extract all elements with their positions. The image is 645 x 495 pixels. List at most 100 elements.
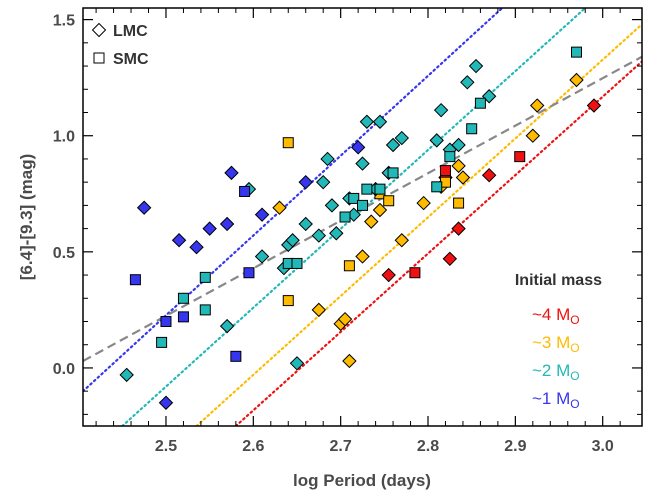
point-square-4: [439, 165, 451, 177]
point-square-2: [199, 304, 211, 316]
point-square-3: [453, 197, 465, 209]
point-square-2: [199, 271, 211, 283]
mass-legend: Initial mass ~4 MO ~3 MO ~2 MO ~1 MO: [515, 272, 602, 411]
x-tick-label: 2.7: [330, 438, 352, 455]
point-diamond-3: [272, 200, 287, 215]
point-diamond-1: [219, 216, 235, 232]
point-square-1: [243, 267, 255, 279]
mass-legend-title: Initial mass: [515, 272, 602, 289]
point-diamond-2: [320, 151, 335, 167]
point-square-2: [291, 257, 303, 269]
legend-square-icon: [93, 52, 105, 64]
x-tick-label: 3.0: [592, 438, 614, 455]
point-square-3: [282, 295, 294, 307]
point-diamond-3: [342, 353, 357, 369]
y-tick-label: 1.5: [53, 13, 75, 30]
point-diamond-4: [481, 167, 497, 183]
point-square-4: [514, 151, 526, 163]
point-square-2: [431, 181, 443, 193]
point-diamond-2: [311, 228, 327, 243]
point-diamond-1: [171, 233, 187, 248]
fit-line-3: [195, 23, 642, 426]
point-square-3: [343, 260, 355, 272]
point-square-1: [177, 311, 189, 323]
point-diamond-2: [429, 133, 444, 148]
fit-line-all: [83, 55, 642, 362]
legend-label-smc: SMC: [113, 51, 149, 68]
point-diamond-4: [381, 267, 396, 283]
point-square-3: [282, 137, 294, 149]
point-diamond-3: [529, 98, 545, 113]
point-diamond-1: [189, 239, 204, 255]
point-diamond-2: [433, 102, 449, 118]
x-tick-label: 2.6: [242, 438, 264, 455]
x-tick-label: 2.8: [417, 438, 439, 455]
point-diamond-2: [451, 137, 466, 153]
mass-legend-item-2: ~2 MO: [532, 361, 580, 383]
point-diamond-1: [136, 200, 152, 215]
mass-legend-item-4: ~4 MO: [532, 305, 580, 327]
point-diamond-4: [586, 98, 602, 113]
point-diamond-1: [254, 207, 270, 222]
y-axis-title: [6.4]-[9.3] (mag): [17, 154, 36, 281]
point-square-4: [409, 267, 421, 279]
point-diamond-2: [315, 174, 331, 190]
point-square-1: [160, 316, 172, 327]
point-diamond-3: [337, 311, 353, 327]
point-diamond-2: [298, 216, 313, 232]
point-square-2: [374, 183, 386, 195]
point-square-2: [361, 183, 373, 195]
point-diamond-3: [569, 72, 584, 88]
plot-frame: [82, 7, 643, 427]
fit-line-4: [234, 60, 642, 426]
point-diamond-2: [372, 114, 388, 129]
point-diamond-1: [224, 165, 239, 181]
legend-diamond-icon: [91, 22, 107, 38]
point-square-2: [387, 167, 399, 179]
point-diamond-2: [468, 58, 484, 74]
point-square-1: [129, 274, 141, 286]
tick-labels: 2.5 2.6 2.7 2.8 2.9 3.0 0.0 0.5 1.0 1.5: [53, 13, 614, 455]
point-square-2: [348, 192, 360, 204]
point-diamond-2: [119, 367, 134, 383]
point-diamond-1: [298, 174, 313, 190]
marker-legend: LMC SMC: [91, 22, 149, 68]
point-diamond-4: [451, 221, 466, 236]
point-square-1: [230, 350, 242, 362]
point-diamond-1: [158, 395, 174, 410]
point-diamond-1: [350, 140, 366, 155]
point-diamond-2: [285, 233, 300, 248]
point-diamond-3: [455, 170, 471, 185]
point-diamond-2: [359, 114, 375, 129]
point-diamond-3: [525, 128, 541, 143]
point-diamond-3: [416, 195, 431, 211]
y-tick-label: 0.5: [53, 245, 75, 262]
point-diamond-2: [355, 156, 370, 171]
y-tick-label: 0.0: [53, 361, 75, 378]
point-diamond-2: [329, 226, 344, 241]
point-square-3: [383, 195, 395, 207]
mass-legend-item-3: ~3 MO: [532, 333, 580, 355]
axis-ticks: [83, 8, 642, 426]
point-diamond-2: [394, 130, 410, 146]
fit-line-1: [83, 8, 504, 393]
point-diamond-2: [385, 137, 401, 153]
legend-label-lmc: LMC: [113, 23, 148, 40]
data-points: [119, 46, 602, 410]
point-diamond-3: [311, 302, 327, 318]
point-square-2: [357, 199, 368, 211]
point-square-2: [339, 211, 351, 223]
point-diamond-2: [289, 356, 305, 371]
point-diamond-3: [355, 249, 370, 264]
y-tick-label: 1.0: [53, 129, 75, 146]
x-tick-label: 2.9: [504, 438, 526, 455]
point-diamond-3: [451, 158, 466, 174]
point-diamond-4: [442, 251, 458, 267]
point-square-2: [444, 151, 456, 163]
point-square-2: [474, 97, 486, 109]
point-diamond-1: [202, 221, 217, 236]
point-square-2: [466, 123, 478, 135]
point-square-1: [239, 185, 251, 197]
point-diamond-3: [364, 214, 379, 229]
